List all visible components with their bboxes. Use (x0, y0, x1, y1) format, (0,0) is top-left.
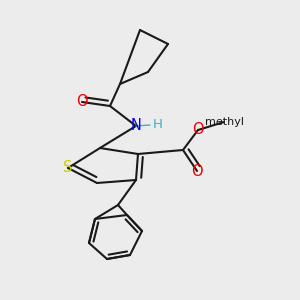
Text: H: H (153, 118, 163, 130)
Text: O: O (192, 122, 204, 137)
Text: N: N (130, 118, 141, 134)
Text: O: O (191, 164, 203, 178)
Text: O: O (76, 94, 88, 110)
Text: S: S (63, 160, 73, 175)
Text: methyl: methyl (205, 117, 244, 127)
